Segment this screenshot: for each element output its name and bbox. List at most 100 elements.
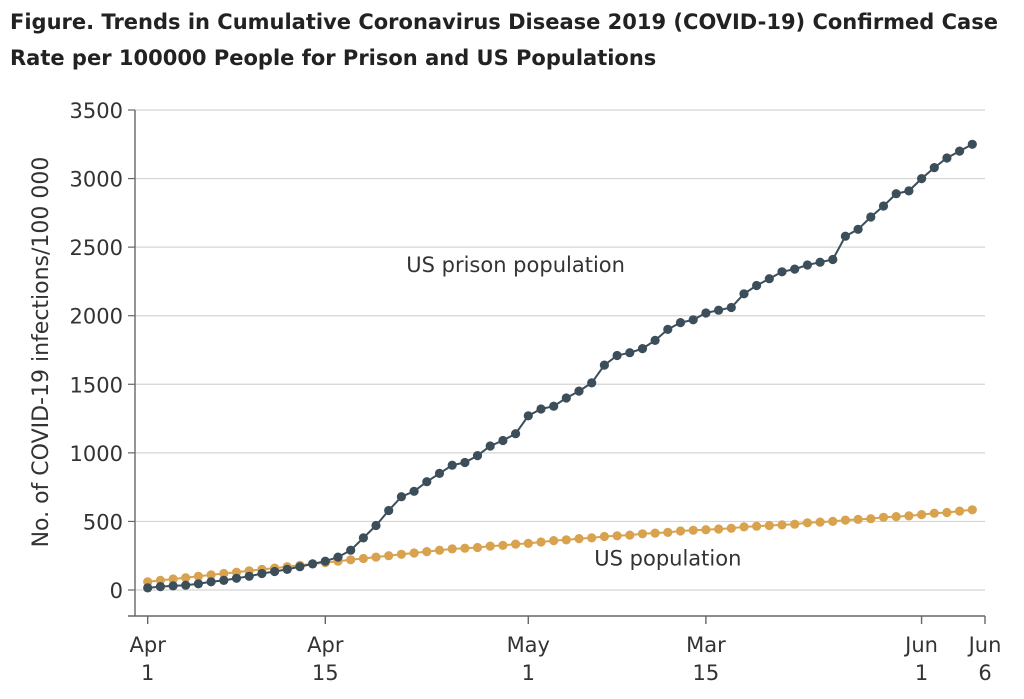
- data-point: [434, 468, 445, 478]
- data-point: [929, 508, 939, 518]
- data-point: [282, 564, 292, 575]
- data-point: [955, 146, 965, 156]
- data-point: [726, 302, 736, 313]
- x-tick-day-label: 1: [915, 661, 928, 685]
- x-tick-day-label: 15: [693, 661, 720, 685]
- data-point: [764, 274, 774, 284]
- data-point: [409, 486, 419, 496]
- data-point: [739, 522, 749, 532]
- x-tick-day-label: 6: [978, 661, 991, 685]
- y-tick-label: 2000: [70, 305, 123, 329]
- x-tick-month-label: Apr: [307, 633, 344, 657]
- data-point: [485, 441, 495, 451]
- y-tick-label: 0: [110, 579, 123, 603]
- data-point: [790, 519, 800, 529]
- data-point: [371, 520, 381, 531]
- y-tick-label: 1500: [70, 373, 123, 397]
- data-point: [853, 224, 863, 234]
- data-point: [612, 531, 622, 541]
- data-point: [764, 520, 774, 531]
- data-point: [358, 553, 368, 564]
- data-point: [549, 401, 559, 411]
- data-point: [891, 511, 901, 522]
- data-point: [231, 573, 242, 583]
- label-layer: US population US prison population: [406, 253, 741, 570]
- data-point: [498, 540, 508, 551]
- data-point: [270, 566, 280, 577]
- data-point: [828, 516, 838, 527]
- data-point: [485, 541, 495, 551]
- data-point: [219, 568, 229, 579]
- data-point: [739, 289, 749, 299]
- y-tick-label: 3000: [70, 168, 123, 192]
- data-point: [714, 305, 724, 315]
- data-point: [422, 477, 432, 487]
- data-point: [701, 308, 711, 318]
- data-point: [574, 534, 584, 544]
- data-point: [434, 545, 445, 555]
- data-point: [460, 457, 470, 468]
- data-point: [574, 386, 584, 396]
- data-point: [295, 562, 305, 572]
- data-point: [333, 552, 343, 562]
- data-point: [815, 257, 825, 267]
- data-point: [244, 571, 254, 581]
- y-tick-label: 1000: [70, 442, 123, 466]
- data-point: [955, 506, 965, 516]
- data-point: [904, 186, 914, 196]
- data-point: [866, 514, 876, 524]
- data-point: [384, 551, 394, 561]
- x-tick-day-label: 1: [522, 661, 535, 685]
- data-point: [752, 521, 762, 531]
- data-point: [523, 411, 533, 421]
- data-point: [561, 535, 571, 545]
- data-point: [625, 530, 635, 540]
- x-tick-day-label: 1: [141, 661, 154, 685]
- series-label: US prison population: [406, 253, 625, 277]
- x-tick-month-label: Jun: [967, 633, 1002, 657]
- series-us: [143, 505, 977, 587]
- data-point: [625, 348, 635, 358]
- data-point: [193, 571, 203, 581]
- data-point: [878, 512, 889, 522]
- data-point: [257, 568, 267, 579]
- data-point: [587, 378, 597, 388]
- axis-layer: 0 500 1000 1500 2000 2500 3000 3500 Apr 1 Apr 15 May…: [70, 99, 1002, 685]
- data-point: [726, 523, 736, 533]
- data-point: [396, 492, 406, 502]
- data-point: [828, 254, 838, 265]
- data-point: [637, 529, 648, 539]
- data-point: [853, 514, 863, 525]
- data-point: [675, 318, 686, 328]
- data-point: [308, 559, 318, 569]
- data-point: [599, 531, 610, 542]
- data-point: [790, 264, 800, 274]
- data-point: [346, 555, 356, 565]
- data-point: [561, 393, 571, 403]
- data-point: [777, 520, 787, 530]
- data-point: [904, 511, 914, 521]
- data-point: [942, 153, 952, 163]
- data-point: [802, 518, 813, 528]
- data-point: [396, 549, 406, 559]
- figure-title-text: Trends in Cumulative Coronavirus Disease…: [10, 10, 998, 70]
- data-point: [155, 582, 165, 592]
- data-point: [612, 350, 622, 361]
- data-point: [320, 556, 330, 566]
- data-point: [181, 573, 191, 583]
- data-point: [587, 533, 597, 543]
- data-point: [675, 526, 686, 536]
- data-point: [181, 580, 191, 590]
- data-point: [815, 517, 825, 527]
- data-point: [802, 260, 813, 270]
- data-point: [510, 539, 521, 549]
- data-point: [929, 163, 939, 173]
- data-point: [536, 537, 546, 547]
- figure-lead: Figure.: [10, 10, 95, 34]
- data-point: [536, 404, 546, 414]
- data-point: [840, 515, 851, 525]
- data-point: [472, 542, 483, 553]
- data-point: [358, 533, 368, 543]
- data-point: [510, 429, 521, 439]
